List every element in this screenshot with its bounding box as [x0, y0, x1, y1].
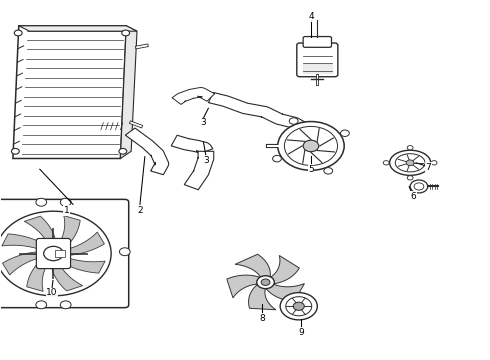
- Polygon shape: [235, 254, 270, 278]
- PathPatch shape: [208, 93, 315, 136]
- Circle shape: [44, 246, 63, 261]
- Circle shape: [324, 168, 333, 174]
- Circle shape: [261, 279, 270, 285]
- Text: 4: 4: [308, 12, 314, 21]
- Circle shape: [284, 126, 338, 166]
- Circle shape: [293, 302, 304, 310]
- FancyBboxPatch shape: [55, 249, 65, 257]
- Polygon shape: [59, 232, 104, 256]
- Circle shape: [120, 248, 130, 256]
- Circle shape: [36, 301, 47, 309]
- Text: 8: 8: [259, 314, 265, 323]
- Circle shape: [0, 211, 111, 296]
- Polygon shape: [121, 26, 137, 158]
- Polygon shape: [2, 251, 48, 275]
- Text: 10: 10: [46, 288, 58, 297]
- Circle shape: [60, 301, 71, 309]
- Polygon shape: [50, 258, 83, 291]
- Circle shape: [406, 160, 414, 166]
- Polygon shape: [227, 275, 261, 298]
- Text: 9: 9: [298, 328, 304, 337]
- Circle shape: [407, 145, 413, 150]
- Circle shape: [272, 156, 281, 162]
- Circle shape: [383, 161, 389, 165]
- Text: 1: 1: [64, 206, 70, 215]
- FancyBboxPatch shape: [36, 238, 71, 269]
- Polygon shape: [248, 284, 276, 310]
- Ellipse shape: [395, 154, 425, 172]
- Text: 7: 7: [425, 163, 431, 172]
- FancyBboxPatch shape: [303, 37, 331, 47]
- Circle shape: [122, 30, 129, 36]
- Polygon shape: [13, 26, 126, 158]
- Circle shape: [341, 130, 349, 136]
- Text: 5: 5: [308, 165, 314, 174]
- Polygon shape: [27, 255, 51, 291]
- Circle shape: [289, 118, 298, 124]
- Polygon shape: [24, 216, 56, 249]
- Text: 2: 2: [137, 206, 143, 215]
- Circle shape: [119, 148, 127, 154]
- FancyBboxPatch shape: [0, 199, 129, 308]
- Circle shape: [410, 180, 428, 193]
- Circle shape: [257, 276, 274, 289]
- Polygon shape: [270, 256, 299, 284]
- Circle shape: [60, 198, 71, 206]
- Text: 3: 3: [203, 156, 209, 165]
- PathPatch shape: [184, 151, 214, 190]
- Circle shape: [414, 183, 424, 190]
- Text: 3: 3: [200, 118, 206, 127]
- Circle shape: [278, 122, 344, 170]
- PathPatch shape: [125, 128, 169, 175]
- Circle shape: [286, 297, 312, 316]
- Polygon shape: [56, 255, 105, 273]
- Ellipse shape: [390, 150, 431, 175]
- Circle shape: [407, 176, 413, 180]
- Polygon shape: [2, 234, 51, 252]
- Polygon shape: [303, 64, 332, 73]
- Text: 6: 6: [411, 192, 416, 201]
- Polygon shape: [266, 284, 304, 301]
- Circle shape: [431, 161, 437, 165]
- Circle shape: [11, 148, 19, 154]
- Circle shape: [303, 140, 319, 152]
- Polygon shape: [55, 216, 80, 252]
- FancyBboxPatch shape: [297, 43, 338, 77]
- Circle shape: [280, 293, 318, 320]
- PathPatch shape: [172, 87, 215, 104]
- Circle shape: [14, 30, 22, 36]
- Circle shape: [36, 198, 47, 206]
- PathPatch shape: [171, 135, 213, 154]
- Polygon shape: [19, 26, 137, 31]
